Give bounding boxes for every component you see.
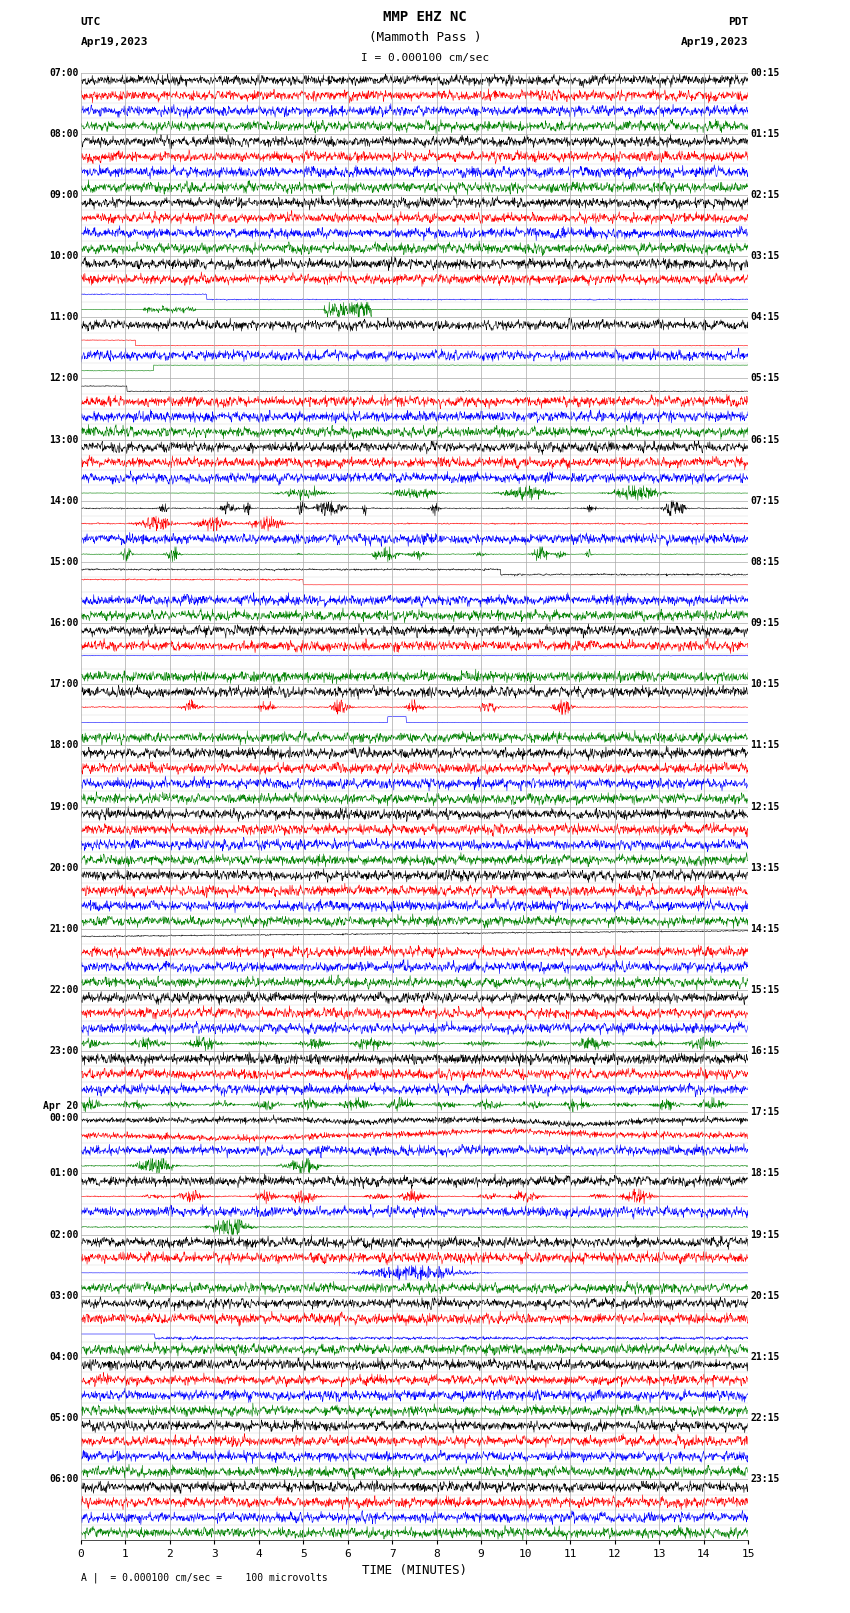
Text: 03:00: 03:00 <box>49 1290 79 1300</box>
Text: 15:00: 15:00 <box>49 556 79 566</box>
Text: 08:15: 08:15 <box>750 556 779 566</box>
Text: 20:15: 20:15 <box>750 1290 779 1300</box>
Text: 22:15: 22:15 <box>750 1413 779 1423</box>
Text: Apr19,2023: Apr19,2023 <box>681 37 748 47</box>
Text: 13:15: 13:15 <box>750 863 779 873</box>
Text: 21:15: 21:15 <box>750 1352 779 1361</box>
Text: 17:00: 17:00 <box>49 679 79 689</box>
Text: 21:00: 21:00 <box>49 924 79 934</box>
Text: 09:00: 09:00 <box>49 190 79 200</box>
Text: 16:15: 16:15 <box>750 1047 779 1057</box>
Text: 20:00: 20:00 <box>49 863 79 873</box>
Text: 19:15: 19:15 <box>750 1229 779 1240</box>
Text: 11:00: 11:00 <box>49 313 79 323</box>
Text: PDT: PDT <box>728 18 748 27</box>
Text: 01:15: 01:15 <box>750 129 779 139</box>
Text: 06:15: 06:15 <box>750 434 779 445</box>
Text: 23:15: 23:15 <box>750 1474 779 1484</box>
Text: 19:00: 19:00 <box>49 802 79 811</box>
Text: 05:00: 05:00 <box>49 1413 79 1423</box>
Text: 07:15: 07:15 <box>750 495 779 506</box>
Text: 14:15: 14:15 <box>750 924 779 934</box>
Text: A |  = 0.000100 cm/sec =    100 microvolts: A | = 0.000100 cm/sec = 100 microvolts <box>81 1573 327 1584</box>
Text: 11:15: 11:15 <box>750 740 779 750</box>
Text: 16:00: 16:00 <box>49 618 79 627</box>
Text: I = 0.000100 cm/sec: I = 0.000100 cm/sec <box>361 53 489 63</box>
Text: 14:00: 14:00 <box>49 495 79 506</box>
Text: 04:00: 04:00 <box>49 1352 79 1361</box>
Text: 17:15: 17:15 <box>750 1107 779 1118</box>
Text: 09:15: 09:15 <box>750 618 779 627</box>
Text: 18:00: 18:00 <box>49 740 79 750</box>
Text: 02:00: 02:00 <box>49 1229 79 1240</box>
Text: 03:15: 03:15 <box>750 252 779 261</box>
Text: 13:00: 13:00 <box>49 434 79 445</box>
Text: 00:15: 00:15 <box>750 68 779 77</box>
Text: 07:00: 07:00 <box>49 68 79 77</box>
Text: 10:00: 10:00 <box>49 252 79 261</box>
Text: 01:00: 01:00 <box>49 1168 79 1179</box>
Text: 02:15: 02:15 <box>750 190 779 200</box>
Text: 15:15: 15:15 <box>750 986 779 995</box>
Text: 05:15: 05:15 <box>750 373 779 384</box>
Text: 08:00: 08:00 <box>49 129 79 139</box>
Text: 22:00: 22:00 <box>49 986 79 995</box>
Text: UTC: UTC <box>81 18 101 27</box>
Text: MMP EHZ NC: MMP EHZ NC <box>383 10 467 24</box>
X-axis label: TIME (MINUTES): TIME (MINUTES) <box>362 1563 467 1576</box>
Text: 12:15: 12:15 <box>750 802 779 811</box>
Text: 12:00: 12:00 <box>49 373 79 384</box>
Text: 04:15: 04:15 <box>750 313 779 323</box>
Text: Apr 20
00:00: Apr 20 00:00 <box>43 1102 79 1123</box>
Text: 10:15: 10:15 <box>750 679 779 689</box>
Text: Apr19,2023: Apr19,2023 <box>81 37 148 47</box>
Text: 06:00: 06:00 <box>49 1474 79 1484</box>
Text: 23:00: 23:00 <box>49 1047 79 1057</box>
Text: (Mammoth Pass ): (Mammoth Pass ) <box>369 31 481 44</box>
Text: 18:15: 18:15 <box>750 1168 779 1179</box>
